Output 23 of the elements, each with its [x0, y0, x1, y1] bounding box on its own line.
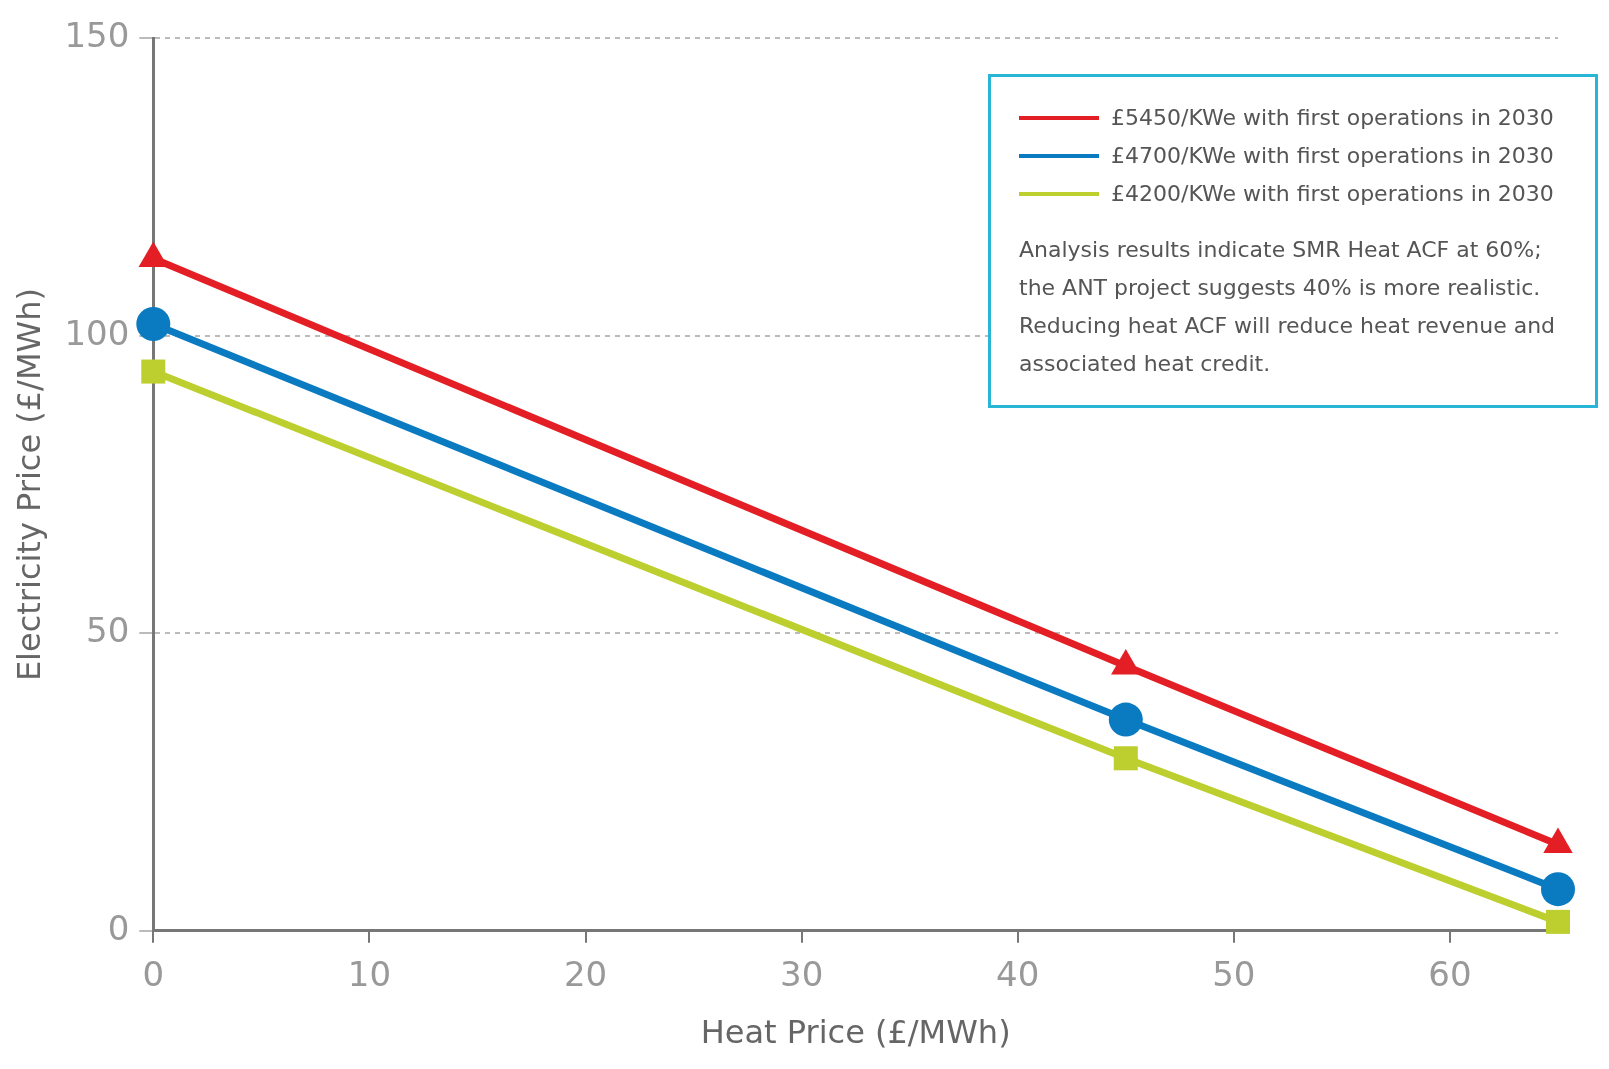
x-tick-label: 50: [1212, 954, 1256, 995]
point: [1113, 746, 1138, 771]
y-tick-label: 100: [64, 312, 130, 353]
point: [1541, 872, 1575, 907]
point: [136, 306, 171, 341]
point: [141, 359, 166, 384]
x-axis-title: Heat Price (£/MWh): [700, 1013, 1011, 1052]
x-tick-label: 40: [996, 954, 1040, 995]
legend-label: £4200/KWe with first operations in 2030: [1111, 180, 1554, 208]
x-tick-label: 30: [779, 954, 824, 995]
x-tick-label: 60: [1428, 954, 1472, 995]
point: [1545, 909, 1571, 934]
y-tick-label: 0: [107, 907, 130, 948]
y-axis-title: Electricity Price (£/MWh): [9, 288, 48, 682]
y-tick-label: 150: [64, 15, 130, 56]
x-tick-label: 20: [563, 954, 608, 995]
x-tick-label: 10: [347, 954, 392, 995]
point: [1108, 702, 1143, 737]
x-tick-label: 0: [142, 954, 165, 995]
legend-label: £4700/KWe with first operations in 2030: [1111, 142, 1554, 170]
legend-label: £5450/KWe with first operations in 2030: [1111, 104, 1554, 132]
annotation: Analysis results indicate SMR Heat ACF at 60%; the ANT project suggests 40% is more realistic. Reducing heat ACF will reduce heat revenue and associated heat credit.: [1019, 236, 1557, 378]
y-tick-label: 50: [86, 610, 130, 651]
